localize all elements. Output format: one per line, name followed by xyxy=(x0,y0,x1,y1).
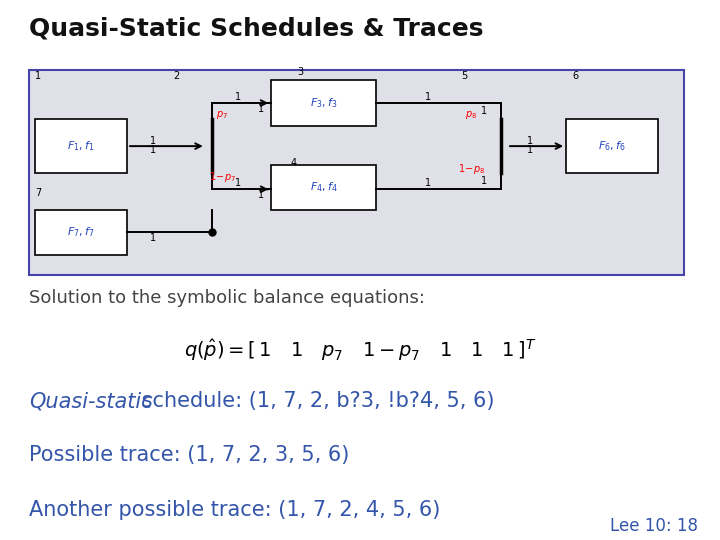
Text: Solution to the symbolic balance equations:: Solution to the symbolic balance equatio… xyxy=(29,289,425,307)
Text: 1: 1 xyxy=(150,145,156,155)
FancyBboxPatch shape xyxy=(35,210,127,255)
Text: 4: 4 xyxy=(291,158,297,167)
Text: 6: 6 xyxy=(572,71,579,82)
Text: $F_3, f_3$: $F_3, f_3$ xyxy=(310,96,338,110)
Text: 5: 5 xyxy=(462,71,467,82)
Text: $F_4, f_4$: $F_4, f_4$ xyxy=(310,180,338,194)
Text: 1: 1 xyxy=(426,92,431,102)
Text: $F_6, f_6$: $F_6, f_6$ xyxy=(598,139,626,153)
Text: 7: 7 xyxy=(35,188,42,198)
Text: 1: 1 xyxy=(426,178,431,188)
FancyBboxPatch shape xyxy=(271,165,376,210)
Text: Quasi-static: Quasi-static xyxy=(29,392,153,411)
Text: 1: 1 xyxy=(481,106,487,116)
Text: $p_7$: $p_7$ xyxy=(216,109,228,122)
Text: 1: 1 xyxy=(258,191,264,200)
Text: 1: 1 xyxy=(150,233,156,244)
FancyBboxPatch shape xyxy=(29,70,684,275)
Text: $p_8$: $p_8$ xyxy=(465,109,477,122)
Text: 1: 1 xyxy=(150,136,156,146)
Text: 1: 1 xyxy=(35,71,42,82)
Text: schedule: (1, 7, 2, b?3, !b?4, 5, 6): schedule: (1, 7, 2, b?3, !b?4, 5, 6) xyxy=(135,392,495,411)
Text: 1: 1 xyxy=(527,136,533,146)
FancyBboxPatch shape xyxy=(35,119,127,173)
Text: $1\!-\!p_7$: $1\!-\!p_7$ xyxy=(209,170,235,184)
Text: Quasi-Static Schedules & Traces: Quasi-Static Schedules & Traces xyxy=(29,16,483,40)
FancyBboxPatch shape xyxy=(271,80,376,126)
Text: $F_7, f_7$: $F_7, f_7$ xyxy=(68,225,95,239)
Text: 1: 1 xyxy=(235,92,241,102)
Text: $1\!-\!p_8$: $1\!-\!p_8$ xyxy=(457,161,485,176)
Text: 1: 1 xyxy=(235,178,241,188)
FancyBboxPatch shape xyxy=(566,119,658,173)
Text: 1: 1 xyxy=(527,145,533,155)
Text: 1: 1 xyxy=(258,104,264,114)
Text: Possible trace: (1, 7, 2, 3, 5, 6): Possible trace: (1, 7, 2, 3, 5, 6) xyxy=(29,446,349,465)
Text: 3: 3 xyxy=(297,68,304,77)
Text: Another possible trace: (1, 7, 2, 4, 5, 6): Another possible trace: (1, 7, 2, 4, 5, … xyxy=(29,500,440,519)
Text: $q(\hat{p}) = \left[\,1 \quad 1 \quad p_7 \quad 1-p_7 \quad 1 \quad 1 \quad 1\,\: $q(\hat{p}) = \left[\,1 \quad 1 \quad p_… xyxy=(184,338,536,363)
Text: 1: 1 xyxy=(481,176,487,186)
Text: $F_1, f_1$: $F_1, f_1$ xyxy=(68,139,95,153)
Text: Lee 10: 18: Lee 10: 18 xyxy=(611,517,698,535)
Text: 2: 2 xyxy=(173,71,179,82)
